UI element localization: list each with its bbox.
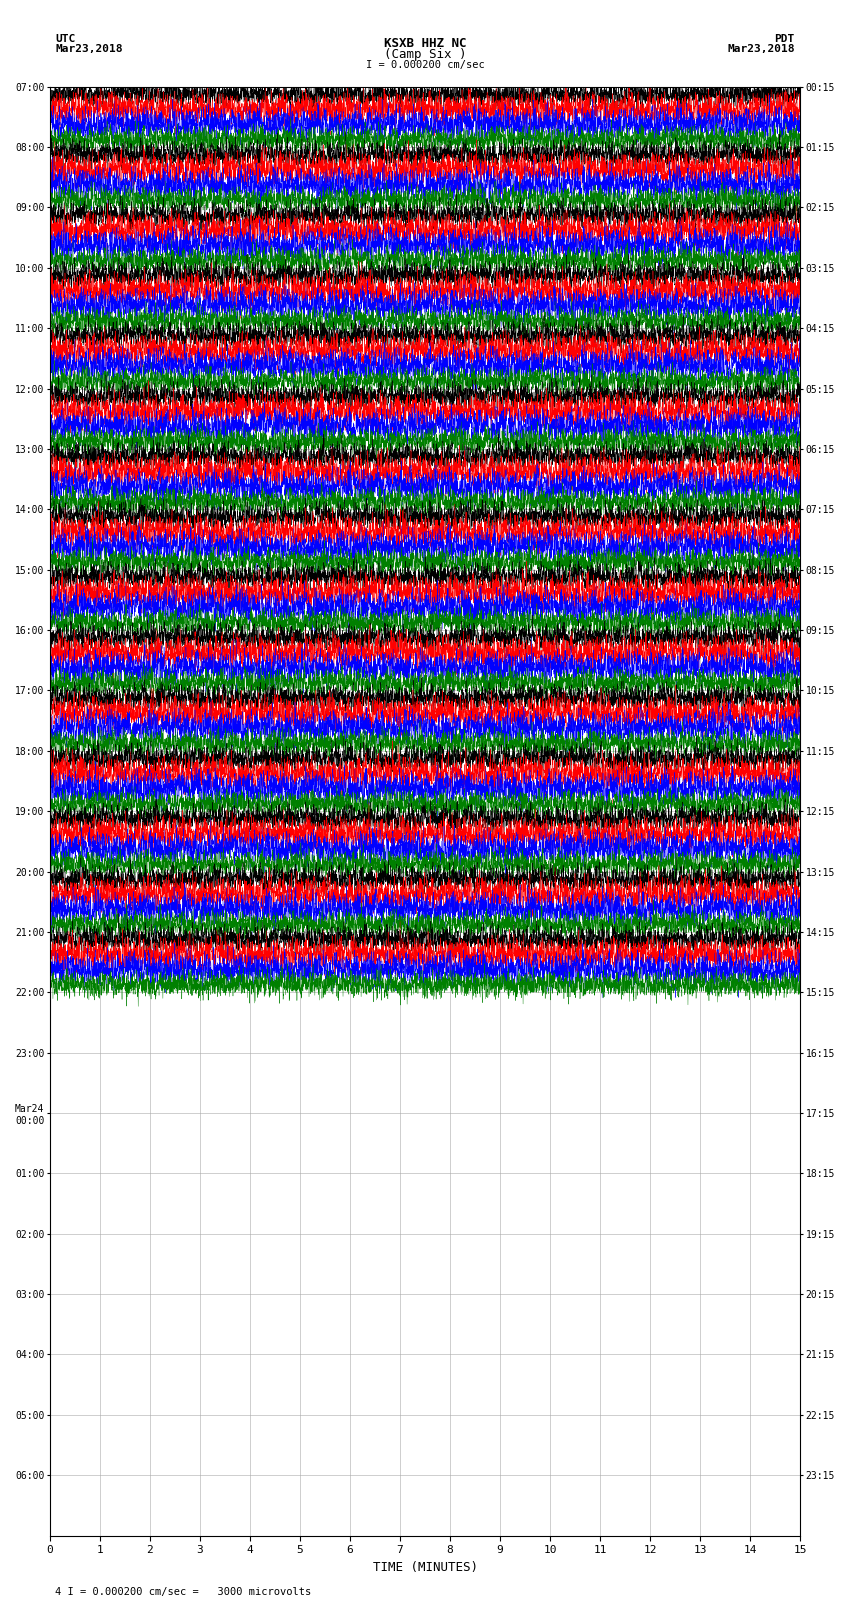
Text: (Camp Six ): (Camp Six )	[383, 48, 467, 61]
Text: UTC: UTC	[55, 34, 76, 44]
Text: 4 I = 0.000200 cm/sec =   3000 microvolts: 4 I = 0.000200 cm/sec = 3000 microvolts	[55, 1587, 311, 1597]
Text: KSXB HHZ NC: KSXB HHZ NC	[383, 37, 467, 50]
Text: PDT: PDT	[774, 34, 795, 44]
X-axis label: TIME (MINUTES): TIME (MINUTES)	[372, 1561, 478, 1574]
Text: Mar23,2018: Mar23,2018	[55, 44, 122, 53]
Text: Mar23,2018: Mar23,2018	[728, 44, 795, 53]
Text: I = 0.000200 cm/sec: I = 0.000200 cm/sec	[366, 60, 484, 69]
